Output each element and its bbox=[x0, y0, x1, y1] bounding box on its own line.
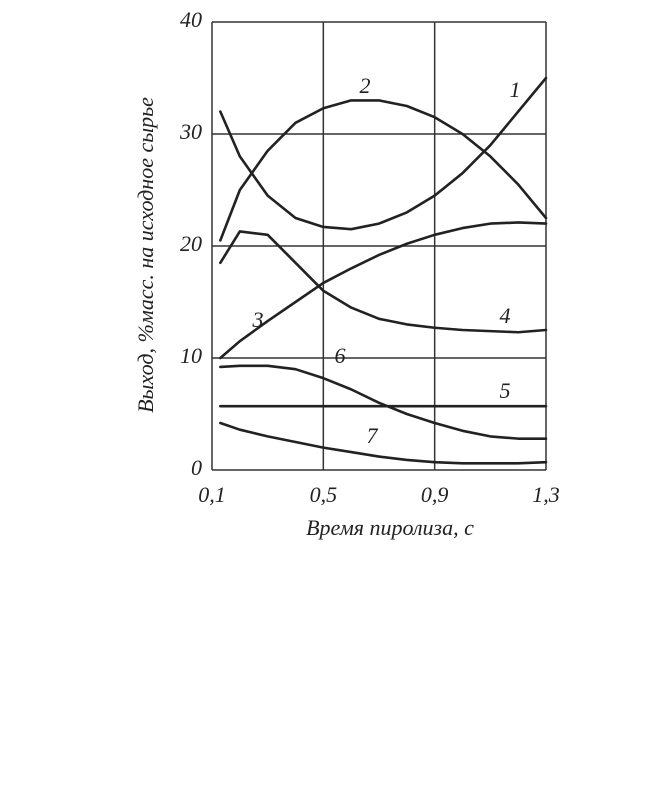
x-tick-label: 0,1 bbox=[198, 482, 226, 507]
y-axis-label: Выход, %масс. на исходное сырье bbox=[133, 97, 158, 413]
x-tick-label: 0,5 bbox=[310, 482, 338, 507]
curve bbox=[219, 421, 548, 465]
curve-label: 4 bbox=[500, 303, 511, 328]
curve bbox=[219, 99, 548, 242]
curve-label: 7 bbox=[367, 423, 379, 448]
curve-label: 1 bbox=[510, 77, 521, 102]
curve-label: 2 bbox=[360, 73, 371, 98]
curve-label: 6 bbox=[335, 343, 346, 368]
x-tick-label: 0,9 bbox=[421, 482, 449, 507]
curve bbox=[219, 221, 548, 360]
curve-label: 3 bbox=[252, 307, 264, 332]
x-tick-label: 1,3 bbox=[532, 482, 560, 507]
curve bbox=[219, 364, 548, 440]
y-tick-label: 20 bbox=[180, 231, 202, 256]
y-tick-label: 10 bbox=[180, 343, 202, 368]
y-tick-label: 30 bbox=[179, 119, 202, 144]
curve-label: 5 bbox=[500, 378, 511, 403]
y-tick-label: 40 bbox=[180, 7, 202, 32]
x-axis-label: Время пиролиза, с bbox=[306, 515, 474, 540]
curve bbox=[219, 76, 548, 231]
curve bbox=[219, 230, 548, 334]
y-tick-label: 0 bbox=[191, 455, 202, 480]
